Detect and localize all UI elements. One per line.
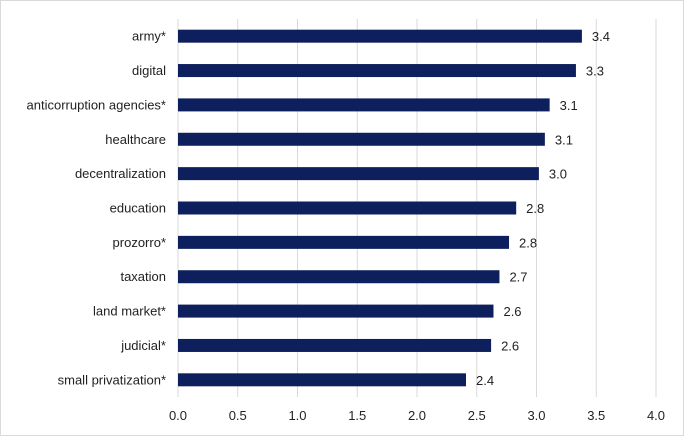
category-label: land market* bbox=[93, 304, 166, 319]
bar bbox=[178, 132, 545, 146]
category-label: army* bbox=[132, 29, 166, 44]
x-tick-label: 1.0 bbox=[288, 408, 306, 423]
bar bbox=[178, 29, 582, 43]
data-label: 3.1 bbox=[560, 98, 578, 113]
category-label: education bbox=[110, 201, 166, 216]
category-label: digital bbox=[132, 63, 166, 78]
bar bbox=[178, 235, 510, 249]
category-label: taxation bbox=[120, 269, 166, 284]
data-label: 2.8 bbox=[519, 235, 537, 250]
data-label: 3.0 bbox=[549, 167, 567, 182]
x-tick-label: 2.0 bbox=[408, 408, 426, 423]
category-label: anticorruption agencies* bbox=[27, 97, 166, 112]
bar bbox=[178, 270, 500, 284]
data-label: 2.4 bbox=[476, 373, 494, 388]
x-tick-label: 3.5 bbox=[587, 408, 605, 423]
x-tick-label: 1.5 bbox=[348, 408, 366, 423]
data-label: 2.6 bbox=[501, 338, 519, 353]
x-tick-label: 2.5 bbox=[468, 408, 486, 423]
x-tick-label: 4.0 bbox=[647, 408, 665, 423]
x-tick-label: 0.5 bbox=[229, 408, 247, 423]
bar bbox=[178, 304, 494, 318]
data-label: 2.8 bbox=[526, 201, 544, 216]
data-label: 3.3 bbox=[586, 64, 604, 79]
bar bbox=[178, 64, 576, 78]
data-label: 2.6 bbox=[503, 304, 521, 319]
bar bbox=[178, 98, 550, 112]
category-label: decentralization bbox=[75, 166, 166, 181]
category-label: small privatization* bbox=[58, 372, 166, 387]
bar bbox=[178, 373, 466, 387]
data-label: 3.4 bbox=[592, 29, 610, 44]
bar bbox=[178, 201, 517, 215]
data-label: 2.7 bbox=[509, 270, 527, 285]
category-label: judicial* bbox=[120, 338, 166, 353]
category-label: healthcare bbox=[105, 132, 166, 147]
x-tick-label: 0.0 bbox=[169, 408, 187, 423]
bar bbox=[178, 167, 539, 181]
category-label: prozorro* bbox=[113, 235, 166, 250]
bar bbox=[178, 338, 492, 352]
data-label: 3.1 bbox=[555, 132, 573, 147]
x-tick-label: 3.0 bbox=[527, 408, 545, 423]
